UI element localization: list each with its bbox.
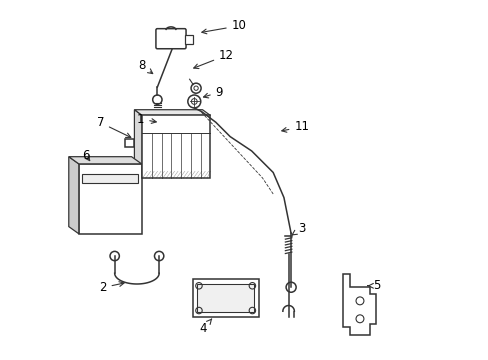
Text: 2: 2 [99,281,124,294]
Text: 3: 3 [291,222,305,235]
Polygon shape [134,110,142,178]
Bar [197,284,254,312]
FancyBboxPatch shape [156,29,185,49]
Bar [184,35,192,44]
Text: 11: 11 [281,121,309,134]
Bar [125,139,134,147]
Text: 4: 4 [199,319,211,335]
Text: 9: 9 [203,86,223,99]
Polygon shape [134,110,210,116]
Polygon shape [69,157,142,164]
Polygon shape [69,157,79,234]
Bar [82,174,138,184]
Text: 6: 6 [82,149,90,162]
Text: 1: 1 [137,113,156,126]
Text: 7: 7 [97,116,130,138]
Text: 10: 10 [202,19,246,34]
Text: 5: 5 [367,279,380,292]
Bar [192,279,258,317]
Polygon shape [343,274,375,335]
Text: 12: 12 [193,49,234,68]
Bar [79,164,142,234]
Bar [142,116,210,178]
Text: 8: 8 [138,59,152,73]
